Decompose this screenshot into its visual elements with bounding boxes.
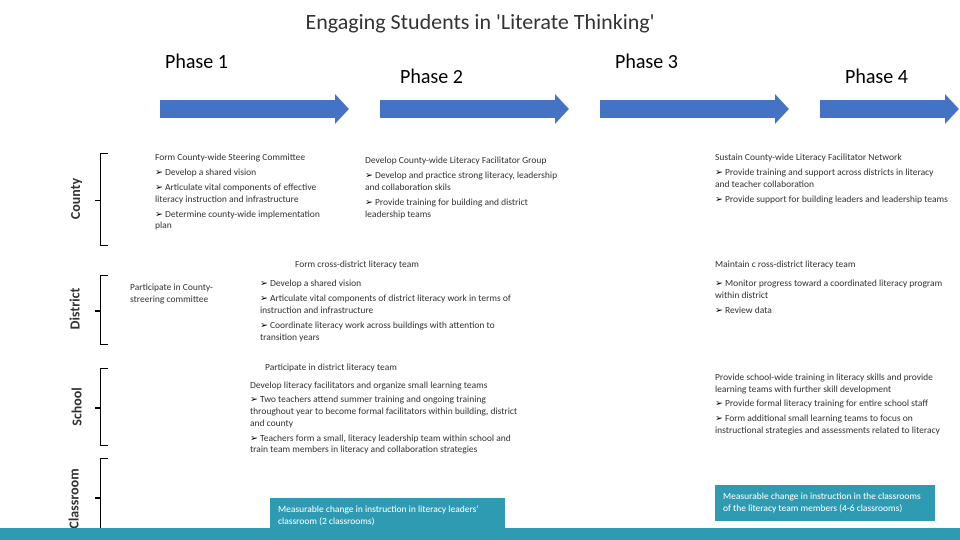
school-phase2: Develop literacy facilitators and organi… — [250, 378, 520, 459]
county-p3-header: Sustain County-wide Literacy Facilitator… — [715, 152, 950, 164]
district-p2-b1: Develop a shared vision — [260, 278, 520, 290]
school-bracket — [100, 368, 108, 446]
bottom-accent-bar — [0, 528, 960, 540]
phase-4-arrow — [820, 100, 945, 118]
county-row-label: County — [67, 178, 84, 219]
district-bracket — [100, 275, 108, 345]
school-p3-b1: Provide formal literacy training for ent… — [715, 398, 950, 410]
county-p1-b1: Develop a shared vision — [155, 167, 325, 179]
district-phase2: Develop a shared vision Articulate vital… — [260, 278, 520, 346]
phase-3-arrow — [600, 100, 775, 118]
county-p1-b3: Determine county-wide implementation pla… — [155, 209, 325, 233]
school-participate-text: Participate in district literacy team — [265, 362, 515, 374]
school-p2-header: Develop literacy facilitators and organi… — [250, 380, 520, 392]
district-phase3: Monitor progress toward a coordinated li… — [715, 278, 950, 320]
county-phase2: Develop County-wide Literacy Facilitator… — [365, 155, 560, 223]
county-p2-header: Develop County-wide Literacy Facilitator… — [365, 155, 560, 167]
county-p3-b2: Provide support for building leaders and… — [715, 194, 950, 206]
school-row-label: School — [69, 387, 86, 425]
school-p3-header: Provide school-wide training in literacy… — [715, 372, 950, 396]
district-phase1: Participate in County-streering committe… — [130, 280, 230, 308]
phase-1-arrow — [160, 100, 335, 118]
district-row-label: District — [66, 288, 83, 330]
county-p1-b2: Articulate vital components of effective… — [155, 182, 325, 206]
school-phase3: Provide school-wide training in literacy… — [715, 370, 950, 439]
district-p3-b1: Monitor progress toward a coordinated li… — [715, 278, 950, 302]
county-p1-header: Form County-wide Steering Committee — [155, 152, 325, 164]
county-bracket — [100, 153, 108, 246]
county-phase1: Form County-wide Steering Committee Deve… — [155, 152, 325, 235]
district-p2-b2: Articulate vital components of district … — [260, 293, 520, 317]
phase-2-label: Phase 2 — [400, 65, 463, 89]
phase-1-label: Phase 1 — [165, 50, 228, 74]
phase-2-arrow — [380, 100, 555, 118]
district-p1-text: Participate in County-streering committe… — [130, 282, 230, 306]
school-participate: Participate in district literacy team — [265, 360, 515, 376]
school-p2-b2: Teachers form a small, literacy leadersh… — [250, 433, 520, 457]
district-p3-b2: Review data — [715, 305, 950, 317]
school-p2-b1: Two teachers attend summer training and … — [250, 394, 520, 430]
classroom-bracket — [100, 458, 108, 536]
phase-3-label: Phase 3 — [615, 50, 678, 74]
county-phase3: Sustain County-wide Literacy Facilitator… — [715, 152, 950, 209]
county-p3-b1: Provide training and support across dist… — [715, 167, 950, 191]
district-p2-b3: Coordinate literacy work across building… — [260, 320, 520, 344]
school-p3-b2: Form additional small learning teams to … — [715, 413, 950, 437]
county-p2-b1: Develop and practice strong literacy, le… — [365, 170, 560, 194]
classroom-box-2: Measurable change in instruction in the … — [715, 485, 935, 521]
page-title: Engaging Students in 'Literate Thinking' — [0, 0, 960, 39]
form-cross-district: Form cross-district literacy team — [295, 258, 419, 270]
classroom-row-label: Classroom — [66, 468, 83, 528]
phase-4-label: Phase 4 — [845, 65, 908, 89]
maintain-cross-district: Maintain c ross-district literacy team — [715, 258, 855, 270]
county-p2-b2: Provide training for building and distri… — [365, 197, 560, 221]
